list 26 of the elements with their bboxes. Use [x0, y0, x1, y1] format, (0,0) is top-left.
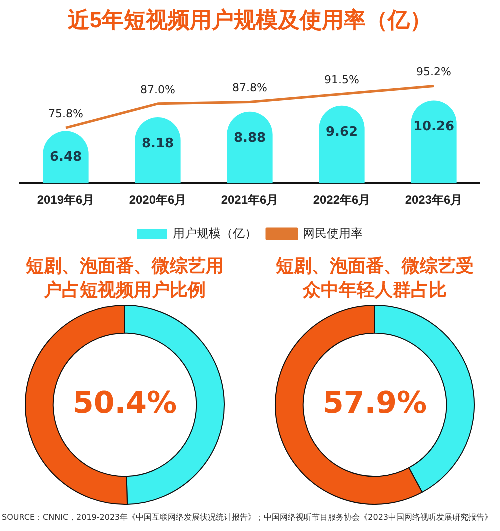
bar [411, 100, 457, 184]
chart-title: 短剧、泡面番、微综艺受众中年轻人群占比 [274, 255, 475, 303]
x-tick-label: 2022年6月 [313, 193, 371, 208]
data-label: 87.8% [232, 82, 268, 95]
bar [319, 106, 365, 184]
source-note: SOURCE：CNNIC，2019-2023年《中国互联网络发展状况统计报告》；中国网络视听节目服务协会《2023中国网络视听发展研究报告》 [2, 512, 494, 523]
chart-title: 短剧、泡面番、微综艺用户占短视频用户比例 [24, 255, 225, 303]
data-label: 8.18 [142, 136, 174, 152]
data-label: 6.48 [50, 150, 82, 166]
data-label: 87.0% [140, 83, 176, 96]
legend-label: 网民使用率 [303, 226, 363, 240]
data-label: 95.2% [416, 66, 452, 79]
data-label: 50.4% [72, 386, 178, 421]
data-label: 57.9% [322, 386, 428, 421]
x-tick-label: 2019年6月 [37, 193, 95, 208]
x-tick-label: 2020年6月 [129, 193, 187, 208]
x-tick-label: 2021年6月 [221, 193, 279, 208]
data-label: 9.62 [326, 124, 358, 140]
data-label: 91.5% [324, 74, 360, 87]
data-label: 8.88 [234, 130, 266, 146]
data-label: 75.8% [48, 107, 84, 120]
data-label: 10.26 [413, 120, 455, 135]
x-tick-label: 2023年6月 [405, 193, 463, 208]
chart-title: 近5年短视频用户规模及使用率（亿） [66, 7, 432, 32]
bar [227, 112, 273, 184]
legend-label: 用户规模（亿） [173, 226, 257, 240]
